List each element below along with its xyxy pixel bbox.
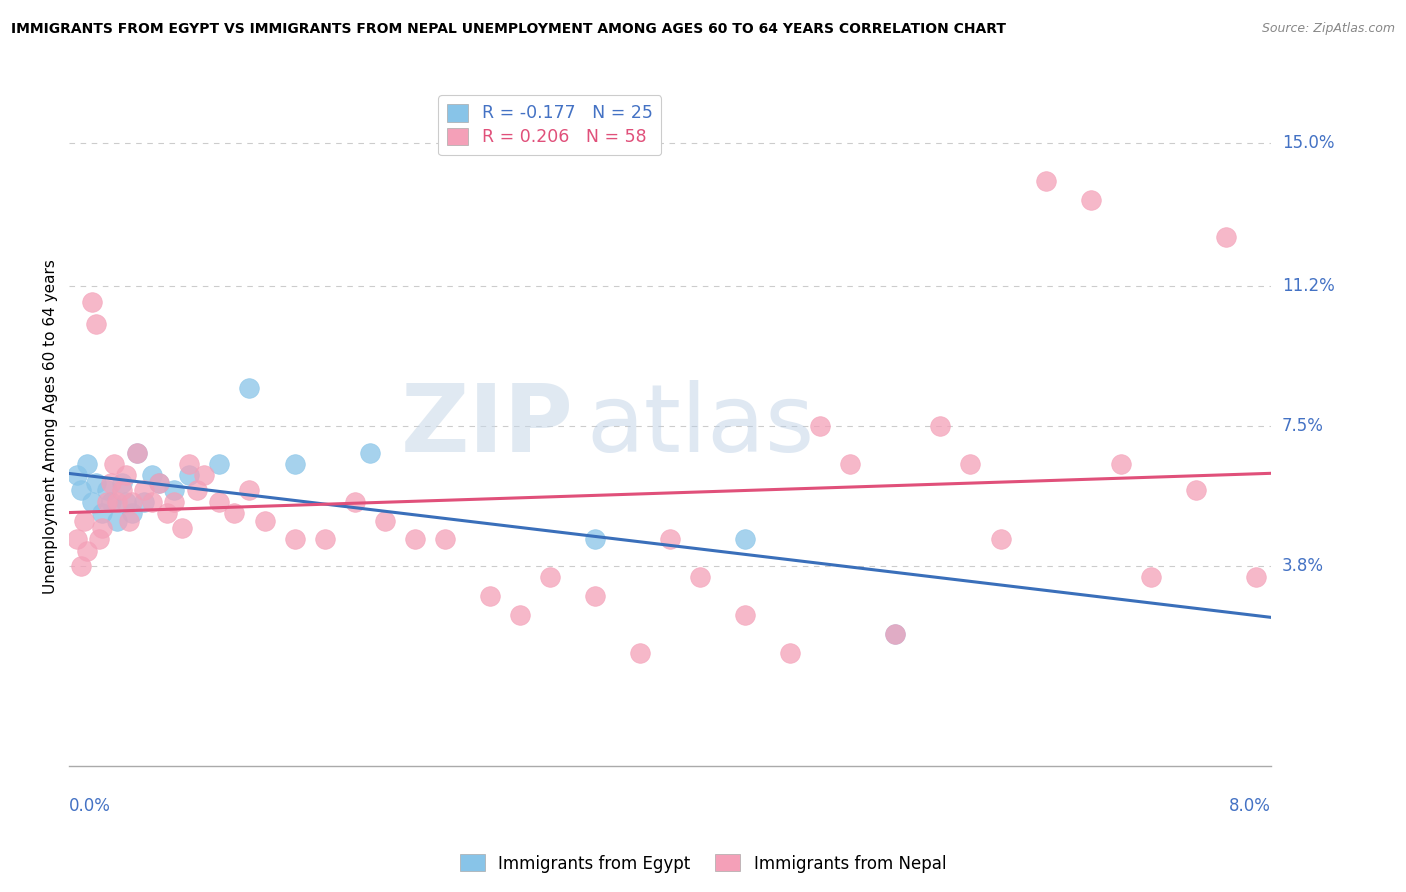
Point (73, 514, 96, 528)
Point (343, 494, 366, 508)
Point (884, 627, 907, 641)
Point (779, 646, 801, 660)
Point (186, 483, 208, 498)
Point (125, 445, 148, 459)
Point (1109, 457, 1132, 471)
Point (283, 457, 305, 471)
Point (148, 475, 170, 490)
Point (990, 533, 1012, 547)
Point (89, 533, 111, 547)
Legend: Immigrants from Egypt, Immigrants from Nepal: Immigrants from Egypt, Immigrants from N… (453, 847, 953, 880)
Point (141, 468, 163, 483)
Point (583, 589, 606, 603)
Point (105, 514, 128, 528)
Point (808, 419, 831, 434)
Point (100, 475, 122, 490)
Point (193, 468, 215, 483)
Point (628, 646, 651, 660)
Point (374, 514, 396, 528)
Point (1215, 230, 1237, 244)
Point (478, 589, 501, 603)
Point (134, 494, 156, 508)
Point (141, 494, 163, 508)
Point (929, 419, 952, 434)
Point (179, 457, 201, 471)
Text: 3.8%: 3.8% (1282, 557, 1324, 574)
Point (238, 381, 260, 395)
Point (433, 533, 456, 547)
Point (96, 494, 118, 508)
Point (148, 475, 170, 490)
Point (238, 483, 260, 498)
Text: IMMIGRANTS FROM EGYPT VS IMMIGRANTS FROM NEPAL UNEMPLOYMENT AMONG AGES 60 TO 64 : IMMIGRANTS FROM EGYPT VS IMMIGRANTS FROM… (11, 22, 1007, 37)
Text: 15.0%: 15.0% (1282, 134, 1334, 152)
Point (1080, 193, 1102, 207)
Legend: R = -0.177   N = 25, R = 0.206   N = 58: R = -0.177 N = 25, R = 0.206 N = 58 (439, 95, 661, 155)
Point (80, 494, 103, 508)
Point (125, 445, 148, 459)
Point (179, 468, 201, 483)
Point (111, 475, 134, 490)
Point (583, 533, 606, 547)
Point (96, 483, 118, 498)
Point (839, 457, 862, 471)
Point (689, 570, 711, 584)
Point (659, 533, 682, 547)
Point (91, 506, 114, 520)
Point (734, 607, 756, 622)
Point (115, 494, 138, 508)
Point (959, 457, 981, 471)
Point (115, 468, 138, 483)
Point (84, 317, 107, 331)
Point (163, 494, 186, 508)
Text: 7.5%: 7.5% (1282, 417, 1324, 435)
Point (404, 533, 426, 547)
Point (100, 494, 122, 508)
Y-axis label: Unemployment Among Ages 60 to 64 years: Unemployment Among Ages 60 to 64 years (44, 259, 58, 593)
Text: ZIP: ZIP (401, 380, 574, 472)
Point (509, 607, 531, 622)
Point (70, 558, 93, 573)
Point (1035, 174, 1057, 188)
Point (208, 457, 231, 471)
Point (1184, 483, 1206, 498)
Point (170, 521, 193, 535)
Point (118, 514, 141, 528)
Point (538, 570, 561, 584)
Point (163, 483, 186, 498)
Point (734, 533, 756, 547)
Text: atlas: atlas (586, 380, 814, 472)
Point (156, 506, 179, 520)
Point (283, 533, 305, 547)
Point (224, 506, 246, 520)
Point (76, 457, 98, 471)
Point (884, 627, 907, 641)
Point (91, 521, 114, 535)
Point (80, 294, 103, 309)
Text: 11.2%: 11.2% (1282, 277, 1334, 295)
Point (359, 445, 381, 459)
Point (84, 475, 107, 490)
Point (253, 514, 276, 528)
Point (111, 483, 134, 498)
Point (70, 483, 93, 498)
Point (76, 543, 98, 558)
Point (208, 494, 231, 508)
Text: Source: ZipAtlas.com: Source: ZipAtlas.com (1261, 22, 1395, 36)
Point (66, 533, 89, 547)
Point (105, 494, 128, 508)
Text: 8.0%: 8.0% (1229, 797, 1271, 814)
Point (103, 457, 125, 471)
Point (134, 483, 156, 498)
Point (66, 468, 89, 483)
Text: 0.0%: 0.0% (69, 797, 111, 814)
Point (1139, 570, 1161, 584)
Point (314, 533, 336, 547)
Point (1244, 570, 1267, 584)
Point (121, 494, 143, 508)
Point (121, 506, 143, 520)
